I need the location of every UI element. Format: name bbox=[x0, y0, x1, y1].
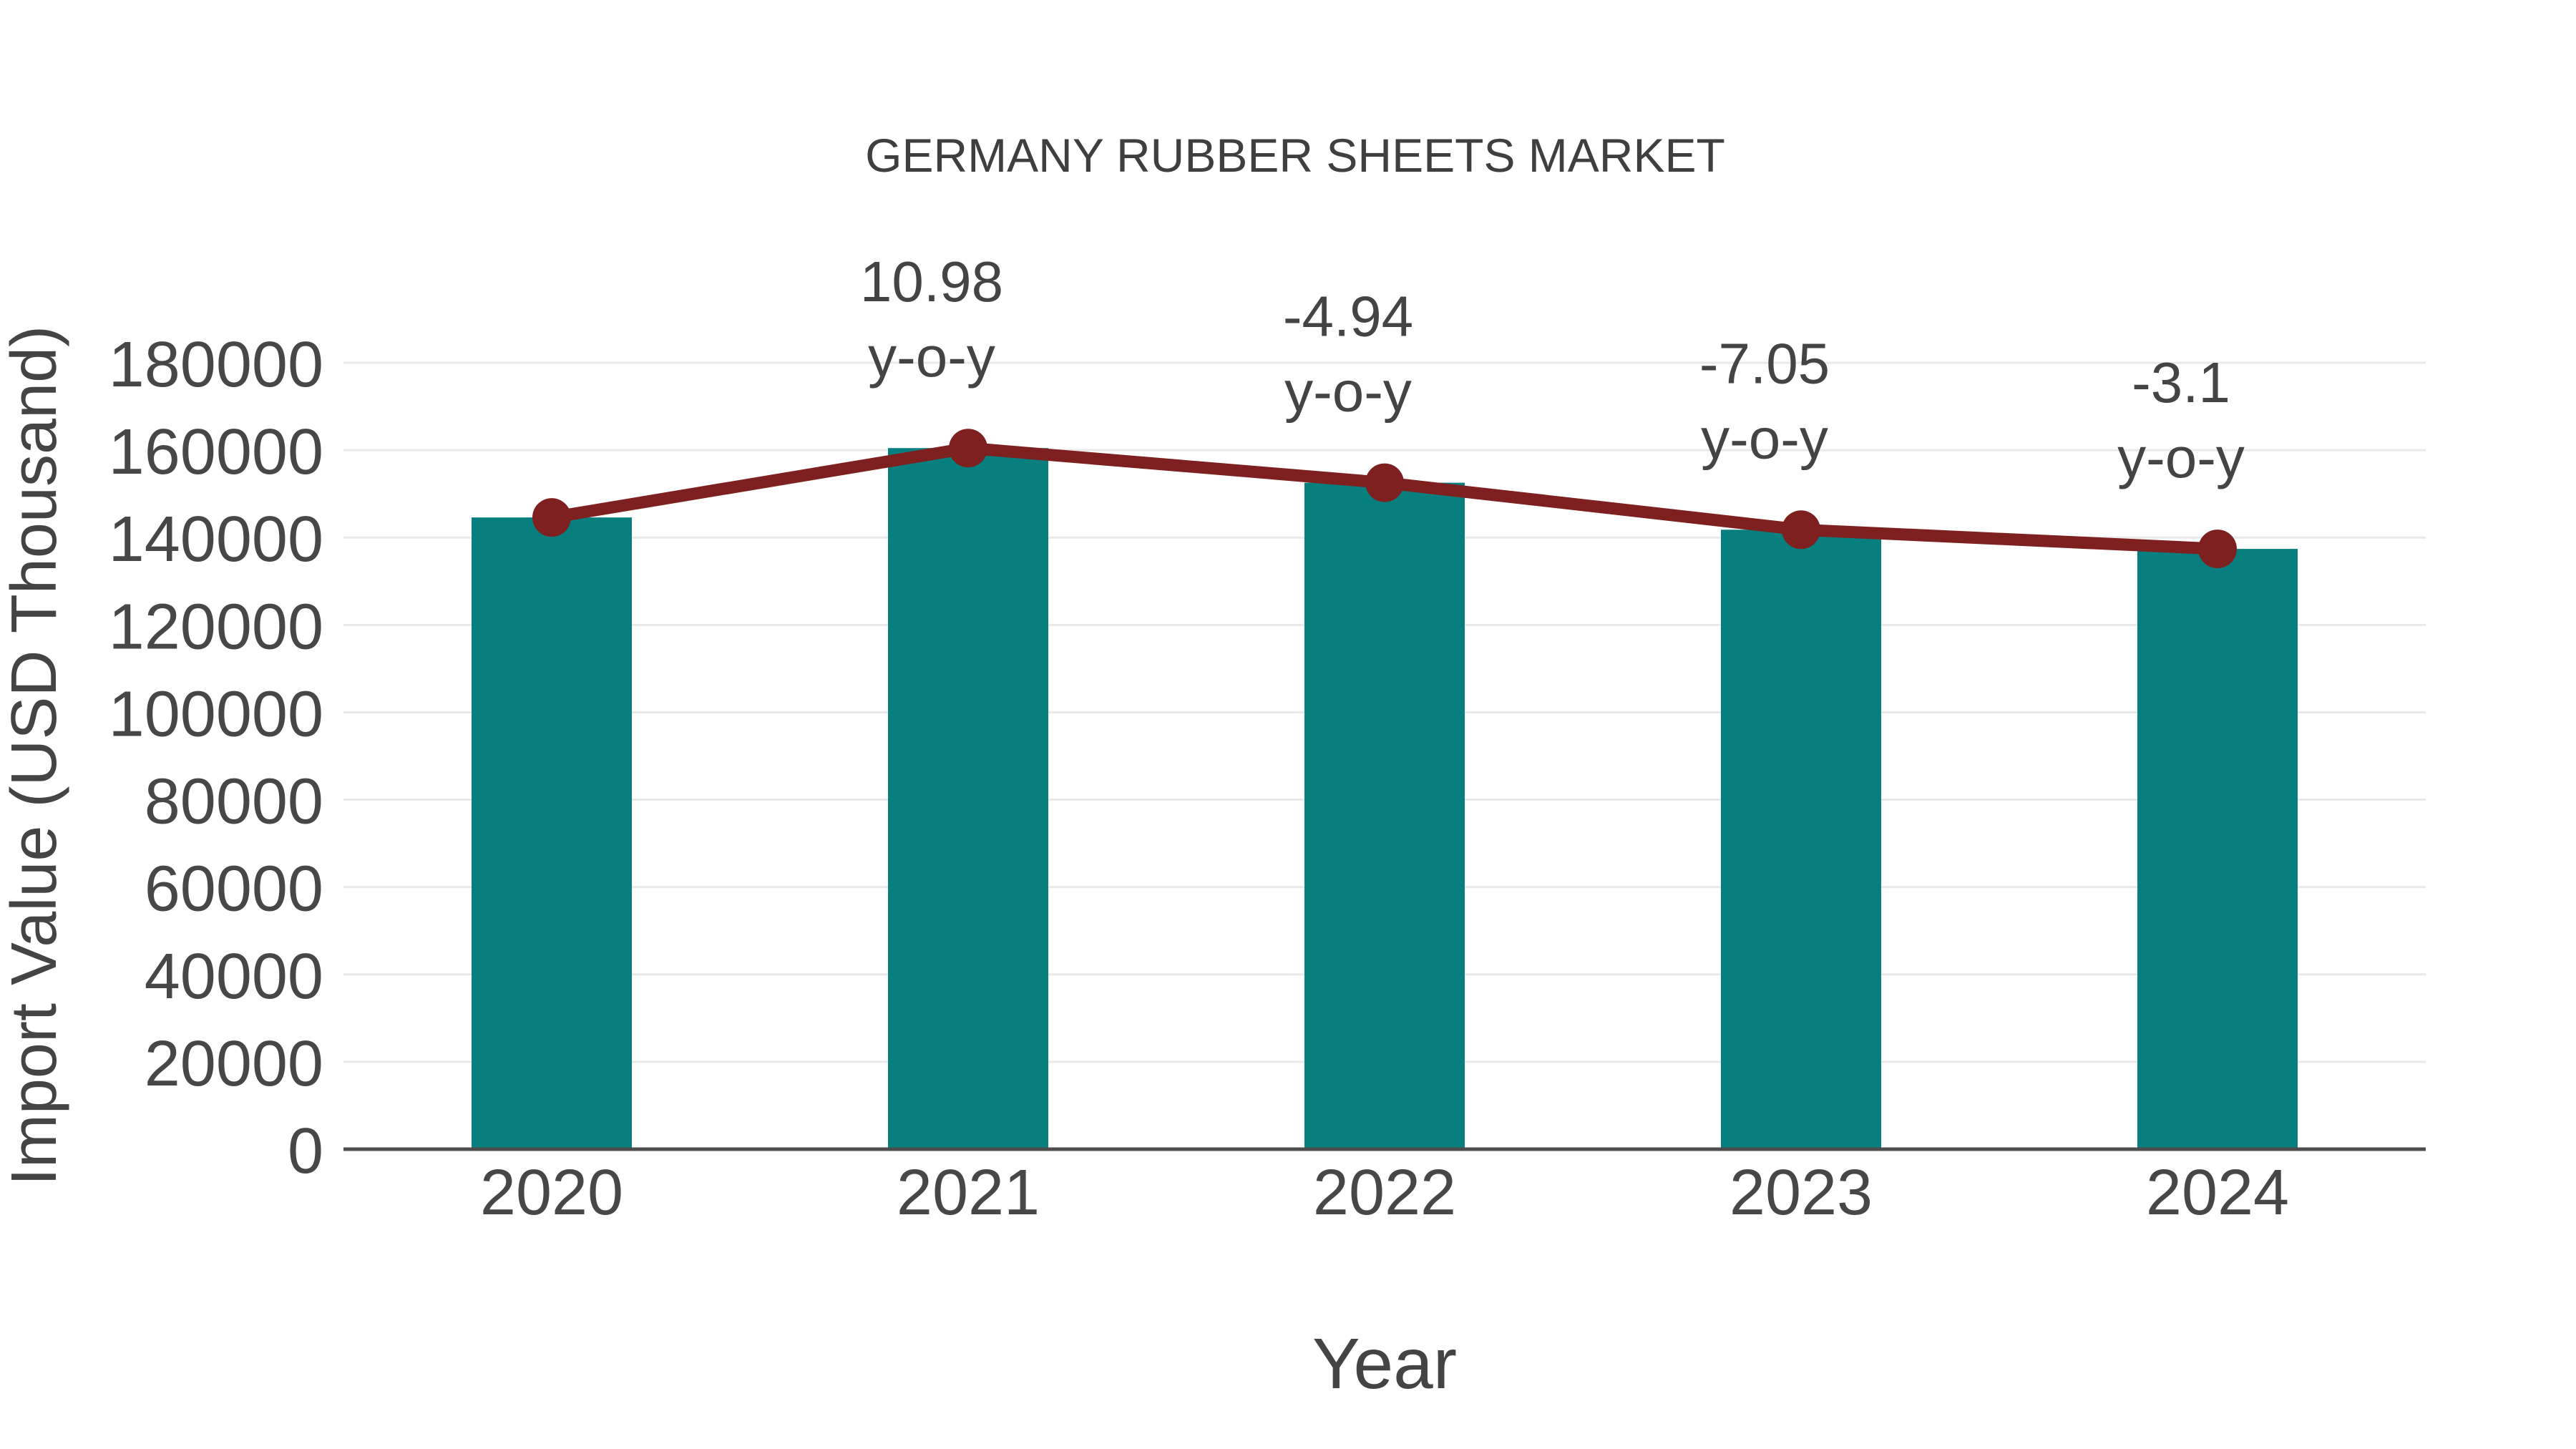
y-tick-label: 80000 bbox=[145, 766, 323, 838]
y-tick-label: 160000 bbox=[109, 416, 323, 488]
marker-2021 bbox=[949, 429, 987, 468]
chart-title: GERMANY RUBBER SHEETS MARKET bbox=[865, 129, 1725, 182]
yoy-value-2021: 10.98 bbox=[860, 250, 1003, 313]
bar-2022 bbox=[1304, 482, 1465, 1149]
y-tick-label: 60000 bbox=[145, 854, 323, 925]
x-axis-title: Year bbox=[1312, 1324, 1457, 1404]
marker-2024 bbox=[2198, 530, 2237, 569]
bar-2020 bbox=[472, 517, 632, 1149]
x-tick-label-2024: 2024 bbox=[2146, 1157, 2289, 1229]
y-tick-label: 0 bbox=[288, 1116, 323, 1187]
bar-series bbox=[343, 448, 2426, 1151]
yoy-value-2023: -7.05 bbox=[1699, 331, 1830, 395]
bar-2024 bbox=[2137, 549, 2298, 1149]
yoy-value-2022: -4.94 bbox=[1283, 285, 1413, 348]
y-tick-label: 120000 bbox=[109, 591, 323, 663]
x-axis-tick-labels: 2020 2021 2022 2023 2024 bbox=[480, 1157, 2289, 1229]
x-tick-label-2020: 2020 bbox=[480, 1157, 623, 1229]
marker-2020 bbox=[532, 498, 571, 537]
yoy-suffix-2021: y-o-y bbox=[868, 325, 995, 389]
bar-2023 bbox=[1721, 530, 1881, 1149]
x-tick-label-2021: 2021 bbox=[897, 1157, 1040, 1229]
x-tick-label-2022: 2022 bbox=[1313, 1157, 1456, 1229]
y-tick-label: 140000 bbox=[109, 504, 323, 575]
yoy-suffix-2023: y-o-y bbox=[1701, 406, 1828, 470]
marker-2022 bbox=[1365, 463, 1404, 502]
y-axis-title: Import Value (USD Thousand) bbox=[0, 326, 70, 1186]
yoy-suffix-2022: y-o-y bbox=[1284, 360, 1412, 424]
y-tick-label: 20000 bbox=[145, 1028, 323, 1100]
y-tick-label: 100000 bbox=[109, 678, 323, 750]
y-tick-label: 180000 bbox=[109, 329, 323, 401]
marker-2023 bbox=[1782, 510, 1820, 550]
x-tick-label-2023: 2023 bbox=[1729, 1157, 1873, 1229]
yoy-suffix-2024: y-o-y bbox=[2117, 426, 2245, 489]
yoy-annotations: 10.98 y-o-y -4.94 y-o-y -7.05 y-o-y -3.1 y-o-y bbox=[860, 250, 2245, 489]
line-markers bbox=[532, 429, 2237, 569]
yoy-value-2024: -3.1 bbox=[2132, 351, 2230, 414]
y-axis-tick-labels: 0 20000 40000 60000 80000 100000 120000 140000 1… bbox=[109, 329, 323, 1187]
y-tick-label: 40000 bbox=[145, 941, 323, 1013]
bar-2021 bbox=[888, 448, 1048, 1149]
